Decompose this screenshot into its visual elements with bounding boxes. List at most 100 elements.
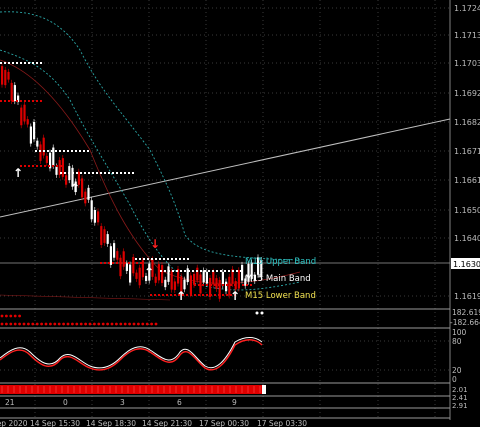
candle-body [215, 278, 218, 289]
level-marker-dot [143, 258, 145, 260]
sub4-tick: 21 [5, 398, 15, 407]
level-marker-dot [206, 294, 208, 296]
level-marker-dot [120, 262, 122, 264]
price-label: 1.16195 [454, 292, 480, 301]
level-marker-dot [214, 294, 216, 296]
level-marker-dot [183, 258, 185, 260]
time-label: 17 Sep 03:30 [257, 419, 307, 427]
level-marker-dot [176, 270, 178, 272]
level-marker-dot [226, 284, 228, 286]
up-arrow-icon: ↑ [144, 265, 154, 279]
sub1-dot [35, 322, 39, 326]
price-label: 1.17135 [454, 31, 480, 40]
level-marker-dot [12, 62, 14, 64]
candle-body [196, 267, 199, 281]
oscillator-signal-line [0, 339, 263, 371]
level-marker-dot [154, 294, 156, 296]
level-marker-dot [84, 172, 86, 174]
level-marker-dot [43, 150, 45, 152]
candle-body [177, 268, 180, 284]
time-label: 14 Sep 15:30 [30, 419, 80, 427]
candle-body [193, 273, 196, 285]
lower-band-line [0, 49, 301, 291]
up-arrow-icon: ↑ [230, 289, 240, 303]
level-marker-dot [132, 262, 134, 264]
candle-body [90, 200, 93, 220]
lower-band-label: M15 Lower Band [245, 291, 316, 301]
up-arrow-icon: ↑ [176, 289, 186, 303]
level-marker-dot [39, 150, 41, 152]
level-marker-dot [234, 284, 236, 286]
histogram-bar [0, 385, 262, 394]
candle-body [106, 234, 109, 244]
level-marker-dot [24, 100, 26, 102]
candle-body [209, 277, 212, 297]
candle-body [231, 269, 234, 284]
candle-body [225, 281, 228, 292]
candle-body [87, 187, 90, 200]
level-marker-dot [55, 150, 57, 152]
level-marker-dot [104, 262, 106, 264]
level-marker-dot [222, 284, 224, 286]
candle-body [39, 144, 42, 161]
level-marker-dot [226, 294, 228, 296]
level-marker-dot [198, 294, 200, 296]
candle-body [199, 274, 202, 294]
level-marker-dot [163, 258, 165, 260]
level-marker-dot [24, 62, 26, 64]
down-arrow-icon: ↓ [150, 237, 160, 251]
level-marker-dot [60, 172, 62, 174]
sub1-dot [115, 322, 118, 326]
candle-body [241, 264, 244, 281]
sub2-level-20: 20 [452, 366, 462, 375]
time-label: 14 Sep 18:30 [86, 419, 136, 427]
candle-body [81, 178, 84, 198]
level-marker-dot [32, 165, 34, 167]
up-arrow-icon: ↑ [13, 166, 23, 180]
sub1-dot [9, 322, 13, 326]
candle-body [161, 265, 164, 284]
level-marker-dot [32, 100, 34, 102]
level-marker-dot [112, 262, 114, 264]
sub1-dot [5, 322, 8, 326]
level-marker-dot [155, 258, 157, 260]
level-marker-dot [236, 270, 238, 272]
sub1-dot [119, 322, 123, 326]
candle-body [138, 267, 141, 286]
candle-body [109, 246, 112, 265]
level-marker-dot [28, 100, 30, 102]
level-marker-dot [210, 284, 212, 286]
level-marker-dot [96, 172, 98, 174]
trendline[interactable] [0, 118, 451, 218]
chart-grid [0, 0, 450, 420]
level-marker-dot [194, 284, 196, 286]
level-marker-dot [242, 284, 244, 286]
candle-body [141, 260, 144, 278]
time-label: 14 Sep 2020 [0, 419, 28, 427]
sub1-dot [18, 314, 21, 318]
level-marker-dot [182, 294, 184, 296]
candle-body [74, 181, 77, 193]
candle-body [4, 69, 7, 86]
level-marker-dot [204, 270, 206, 272]
level-marker-dot [194, 294, 196, 296]
candle-body [36, 140, 39, 147]
sub1-dot [79, 322, 83, 326]
sub1-value-second: -182.6640 [450, 318, 480, 327]
level-marker-dot [188, 270, 190, 272]
level-marker-dot [35, 150, 37, 152]
candle-body [93, 210, 96, 223]
level-marker-dot [87, 150, 89, 152]
level-marker-dot [240, 270, 242, 272]
sub1-dots-white [255, 311, 264, 315]
level-marker-dot [171, 258, 173, 260]
sub1-dot [31, 322, 35, 326]
sub1-dot [40, 322, 43, 326]
sub1-dot [137, 322, 140, 326]
level-marker-dot [108, 172, 110, 174]
candle-body [55, 166, 58, 175]
candle-body [173, 281, 176, 290]
level-marker-dot [206, 284, 208, 286]
level-marker-dot [16, 100, 18, 102]
